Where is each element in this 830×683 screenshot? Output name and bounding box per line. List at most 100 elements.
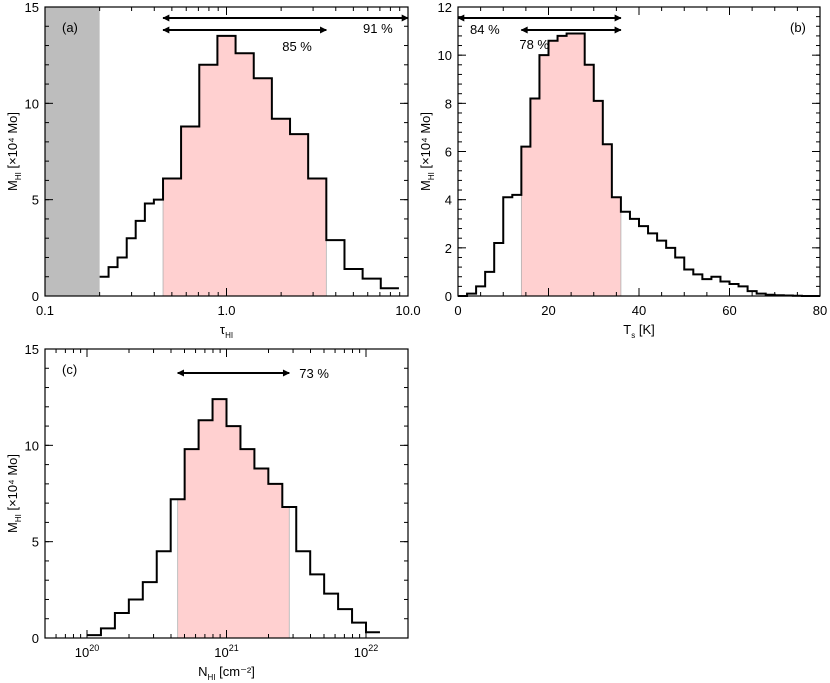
histogram-bin xyxy=(145,204,154,296)
percent-label: 91 % xyxy=(363,21,393,36)
histogram-bin xyxy=(154,200,163,296)
histogram-bin xyxy=(567,33,576,296)
histogram-bin xyxy=(666,248,675,296)
histogram-bin xyxy=(129,599,143,638)
histogram-bin xyxy=(730,284,739,296)
y-tick-label: 0 xyxy=(32,631,39,646)
y-axis-label: MHI [×10⁴ Mo] xyxy=(5,112,23,191)
histogram-bin xyxy=(576,33,585,296)
histogram-bin xyxy=(324,594,338,638)
y-tick-label: 10 xyxy=(25,96,39,111)
y-tick-label: 12 xyxy=(438,0,452,15)
histogram-bin xyxy=(739,286,748,296)
x-tick-label: 20 xyxy=(541,303,555,318)
histogram-bin xyxy=(282,507,296,638)
histogram-bin xyxy=(720,282,729,296)
y-tick-label: 0 xyxy=(32,289,39,304)
histogram-bin xyxy=(503,197,512,296)
histogram-bin xyxy=(711,277,720,296)
histogram-bin xyxy=(344,269,362,296)
histogram-bin xyxy=(213,399,227,638)
histogram-bin xyxy=(549,41,558,296)
histogram-bin xyxy=(558,36,567,296)
histogram-bin xyxy=(648,233,657,296)
y-tick-label: 2 xyxy=(445,241,452,256)
x-tick-label: 1021 xyxy=(214,643,238,660)
histogram-bin xyxy=(296,551,310,638)
histogram-bin xyxy=(127,238,136,296)
histogram-bin xyxy=(217,36,235,296)
histogram-bin xyxy=(181,126,199,296)
histogram-bin xyxy=(236,53,254,296)
x-tick-label: 1.0 xyxy=(217,303,235,318)
histogram-bin xyxy=(157,551,171,638)
y-tick-label: 10 xyxy=(25,438,39,453)
x-tick-label: 40 xyxy=(632,303,646,318)
histogram-bin xyxy=(290,134,308,296)
histogram-bin xyxy=(199,420,213,638)
histogram-bin xyxy=(621,212,630,296)
histogram-bin xyxy=(684,270,693,296)
histogram-bin xyxy=(326,240,344,296)
histogram-bin xyxy=(485,272,494,296)
histogram-bin xyxy=(310,574,324,638)
percent-label: 84 % xyxy=(470,22,500,37)
histogram-bin xyxy=(109,267,118,296)
x-tick-label: 1022 xyxy=(354,643,378,660)
histogram-bin xyxy=(594,101,603,296)
histogram-bin xyxy=(118,257,127,296)
histogram-bin xyxy=(693,274,702,296)
histogram-bin xyxy=(163,178,181,296)
panel-tag: (c) xyxy=(62,362,77,377)
excluded-region xyxy=(45,7,100,296)
histogram-bin xyxy=(199,65,217,296)
histogram-bin xyxy=(143,582,157,638)
histogram-bin xyxy=(521,147,530,296)
y-axis-label: MHI [×10⁴ Mo] xyxy=(418,112,436,191)
x-axis-label: τHI xyxy=(220,322,233,340)
panel-a: 0 5 10 15 0.1 1.0 10.0 τHI MHI [×10⁴ Mo] (a) 91 % 8… xyxy=(5,0,421,340)
percent-label: 73 % xyxy=(299,366,329,381)
histogram-bin xyxy=(381,288,399,296)
y-tick-label: 4 xyxy=(445,193,452,208)
y-tick-label: 6 xyxy=(445,145,452,160)
histogram-bin xyxy=(101,628,115,638)
histogram-bin xyxy=(338,609,352,638)
histogram-bin xyxy=(272,119,290,296)
y-tick-label: 15 xyxy=(25,342,39,357)
histogram-bin xyxy=(612,197,621,296)
histogram-bin xyxy=(268,484,282,638)
histogram-bin xyxy=(539,55,548,296)
y-tick-label: 0 xyxy=(445,289,452,304)
histogram-bin xyxy=(585,65,594,296)
histogram-bin xyxy=(171,499,185,638)
histogram-bin xyxy=(363,279,381,296)
x-tick-label: 0.1 xyxy=(36,303,54,318)
histogram-bin xyxy=(254,468,268,638)
histogram-bin xyxy=(308,178,326,296)
x-axis-label: Ts [K] xyxy=(623,322,654,340)
histogram-bin xyxy=(352,623,366,638)
y-tick-label: 5 xyxy=(32,535,39,550)
histogram-bin xyxy=(512,195,521,296)
y-tick-label: 10 xyxy=(438,48,452,63)
x-tick-label: 60 xyxy=(722,303,736,318)
histogram-bin xyxy=(227,426,241,638)
histogram-bin xyxy=(630,219,639,296)
y-tick-label: 15 xyxy=(25,0,39,15)
panel-tag: (b) xyxy=(790,20,806,35)
histogram-bin xyxy=(530,99,539,296)
histogram-bin xyxy=(603,144,612,296)
histogram-bin xyxy=(494,243,503,296)
x-tick-label: 10.0 xyxy=(395,303,420,318)
percent-label: 85 % xyxy=(282,39,312,54)
y-tick-label: 8 xyxy=(445,96,452,111)
histogram-outline xyxy=(458,32,820,297)
histogram-bin xyxy=(136,221,145,296)
histogram-bin xyxy=(657,241,666,296)
x-axis-label: NHI [cm⁻²] xyxy=(198,664,255,682)
x-tick-label: 1020 xyxy=(75,643,99,660)
panel-c: 0 5 10 15 1020 1021 1022 NHI [cm⁻²] MHI [×10⁴ Mo… xyxy=(5,342,409,682)
panel-tag: (a) xyxy=(62,20,78,35)
